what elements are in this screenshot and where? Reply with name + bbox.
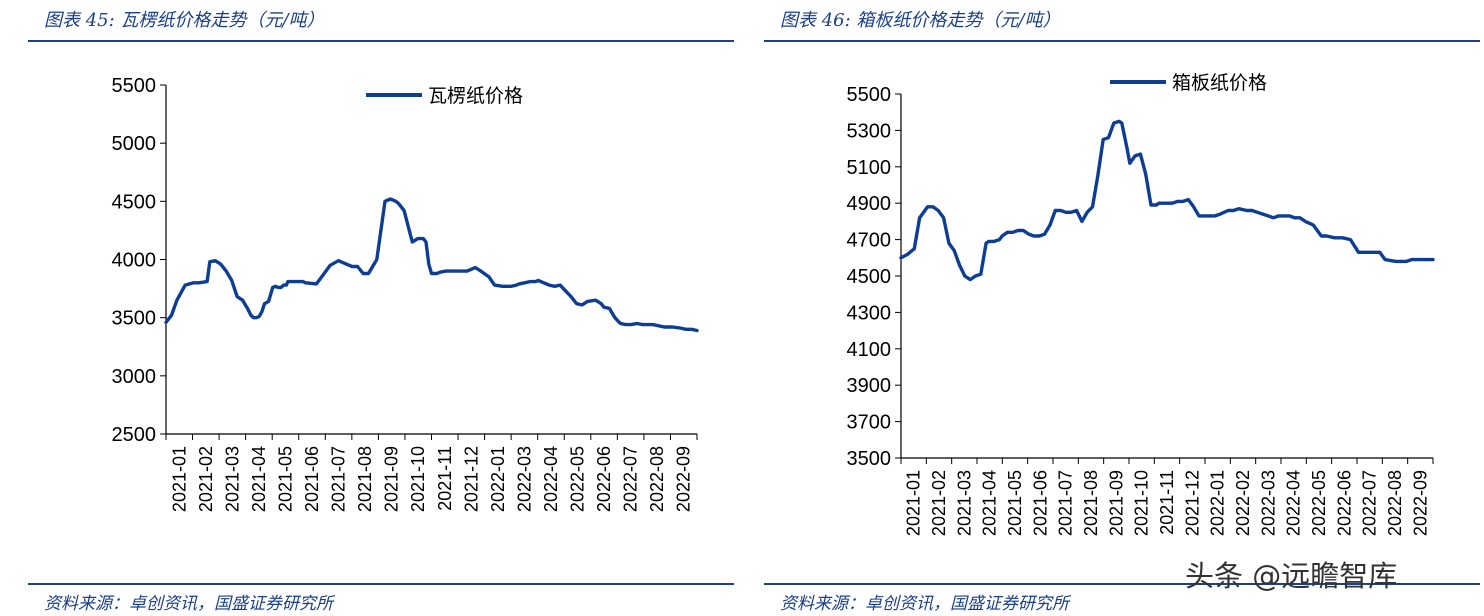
left-x-tick-label: 2021-09 <box>382 446 402 512</box>
left-x-tick-label: 2022-06 <box>594 446 614 512</box>
left-figure-panel: 图表 45: 瓦楞纸价格走势（元/吨） 2500 3000 3500 4000 4500… <box>0 0 740 616</box>
right-x-tick-label: 2022-09 <box>1410 470 1430 536</box>
right-x-tick-label: 2021-05 <box>1005 470 1025 536</box>
left-x-tick-label: 2021-07 <box>329 446 349 512</box>
right-y-tick-label: 4100 <box>847 339 892 361</box>
left-line-chart: 2500 3000 3500 4000 4500 5000 5500 2021-01 2021-… <box>112 75 699 512</box>
left-y-tick-label: 4000 <box>112 250 157 272</box>
left-y-tick-label: 5000 <box>112 133 157 155</box>
right-x-tick-label: 2021-03 <box>954 470 974 536</box>
left-y-tick-label: 3000 <box>112 366 157 388</box>
left-top-rule <box>28 40 734 42</box>
right-x-tick-label: 2021-02 <box>929 470 949 536</box>
left-x-tick-label: 2021-08 <box>355 446 375 512</box>
right-x-tick-label: 2021-09 <box>1106 470 1126 536</box>
right-x-tick-label: 2021-04 <box>980 470 1000 536</box>
left-x-tick-label: 2021-01 <box>169 446 189 512</box>
right-x-tick-label: 2022-01 <box>1208 470 1228 536</box>
left-x-tick-label: 2021-06 <box>302 446 322 512</box>
left-x-tick-label: 2022-07 <box>621 446 641 512</box>
left-y-tick-label: 2500 <box>112 424 157 446</box>
left-x-tick-label: 2021-03 <box>222 446 242 512</box>
right-y-tick-label: 4500 <box>847 266 892 288</box>
right-x-tick-label: 2021-07 <box>1056 470 1076 536</box>
left-x-tick-label: 2021-11 <box>435 446 455 511</box>
left-y-tick-label: 5500 <box>112 75 157 97</box>
left-x-tick-label: 2021-05 <box>275 446 295 512</box>
right-y-tick-label: 5300 <box>847 120 892 142</box>
left-y-tick-label: 4500 <box>112 191 157 213</box>
left-figure-caption: 图表 45: 瓦楞纸价格走势（元/吨） <box>44 10 325 31</box>
right-x-tick-label: 2021-01 <box>904 470 924 536</box>
right-x-tick-label: 2022-08 <box>1385 470 1405 536</box>
right-x-tick-label: 2021-08 <box>1081 470 1101 536</box>
right-x-tick-label: 2021-10 <box>1132 470 1152 536</box>
right-x-tick-label: 2022-04 <box>1284 470 1304 536</box>
left-legend-label: 瓦楞纸价格 <box>428 85 523 107</box>
right-x-tick-label: 2022-06 <box>1334 470 1354 536</box>
left-x-tick-label: 2022-08 <box>647 446 667 512</box>
left-bottom-rule <box>28 583 734 585</box>
left-x-tick-label: 2021-04 <box>249 446 269 512</box>
left-x-tick-label: 2022-09 <box>674 446 694 512</box>
right-x-tick-label: 2021-11 <box>1157 470 1177 535</box>
right-x-tick-label: 2022-05 <box>1309 470 1329 536</box>
left-y-tick-label: 3500 <box>112 308 157 330</box>
right-figure-caption: 图表 46: 箱板纸价格走势（元/吨） <box>780 10 1061 31</box>
right-x-tick-label: 2021-12 <box>1182 470 1202 536</box>
left-x-tick-label: 2021-12 <box>461 446 481 512</box>
right-y-tick-label: 5500 <box>847 84 892 106</box>
right-bottom-rule <box>764 583 1480 585</box>
right-y-tick-label: 4700 <box>847 230 892 252</box>
right-x-tick-label: 2022-02 <box>1233 470 1253 536</box>
right-series-line <box>899 119 1435 282</box>
right-top-rule <box>764 40 1480 42</box>
left-x-tick-label: 2022-01 <box>488 446 508 512</box>
left-x-tick-label: 2021-02 <box>196 446 216 512</box>
left-x-tick-label: 2022-05 <box>568 446 588 512</box>
right-y-tick-label: 5100 <box>847 157 892 179</box>
right-legend-label: 箱板纸价格 <box>1172 72 1267 94</box>
right-line-chart: 3500 3700 3900 4100 4300 4500 4700 4900 5100 5300… <box>847 72 1435 536</box>
right-x-tick-label: 2022-07 <box>1360 470 1380 536</box>
left-x-tick-label: 2021-10 <box>408 446 428 512</box>
right-y-tick-label: 3900 <box>847 375 892 397</box>
right-y-tick-label: 4900 <box>847 193 892 215</box>
left-x-tick-label: 2022-03 <box>514 446 534 512</box>
watermark-text: 头条 @远瞻智库 <box>1185 559 1398 593</box>
left-series-line <box>164 197 699 333</box>
left-x-tick-label: 2022-04 <box>541 446 561 512</box>
right-x-tick-label: 2021-06 <box>1030 470 1050 536</box>
right-y-tick-label: 3700 <box>847 412 892 434</box>
right-y-tick-label: 4300 <box>847 302 892 324</box>
left-source-note: 资料来源：卓创资讯，国盛证券研究所 <box>44 594 333 614</box>
right-source-note: 资料来源：卓创资讯，国盛证券研究所 <box>780 594 1069 614</box>
right-figure-panel: 图表 46: 箱板纸价格走势（元/吨） 3500 3700 3900 4100 4300… <box>740 0 1484 616</box>
right-x-tick-label: 2022-03 <box>1258 470 1278 536</box>
right-y-tick-label: 3500 <box>847 448 892 470</box>
